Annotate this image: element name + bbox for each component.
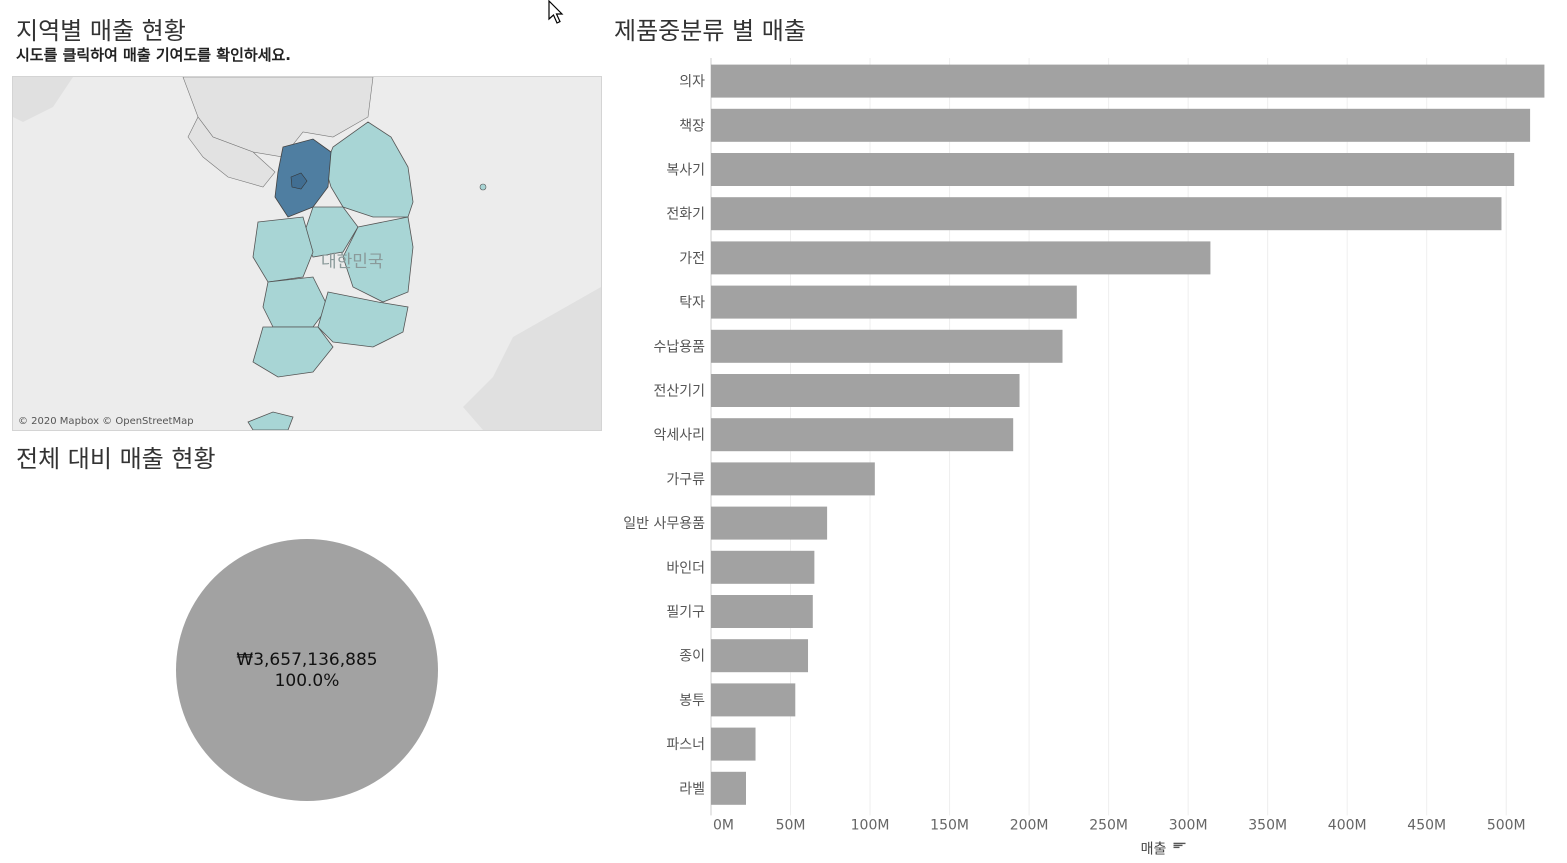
bar-0[interactable]	[711, 64, 1545, 98]
region-seoul[interactable]	[290, 172, 308, 190]
category-label: 종이	[679, 649, 705, 665]
map-title: 지역별 매출 현황	[16, 17, 186, 45]
map-country-label: 대한민국	[321, 252, 384, 272]
category-label: 전화기	[666, 207, 705, 223]
category-label: 가구류	[666, 472, 705, 488]
x-tick-label: 250M	[1089, 817, 1128, 833]
total-value-label: ₩3,657,136,885	[236, 650, 378, 670]
category-label: 수납용품	[653, 339, 705, 355]
bar-5[interactable]	[711, 285, 1077, 319]
category-label: 봉투	[679, 693, 705, 709]
category-label: 탁자	[679, 295, 705, 311]
land-china-west	[13, 77, 73, 122]
category-label: 책장	[679, 118, 705, 134]
x-tick-label: 450M	[1407, 817, 1446, 833]
region-gyeongnam[interactable]	[317, 291, 409, 348]
map-attribution: © 2020 Mapbox © OpenStreetMap	[18, 416, 194, 427]
map-canvas: 대한민국	[13, 77, 601, 430]
region-chungnam[interactable]	[252, 216, 314, 283]
total-share-pie[interactable]: ₩3,657,136,885 100.0%	[176, 539, 438, 801]
region-jeju[interactable]	[247, 411, 294, 430]
category-label: 의자	[679, 74, 705, 90]
x-tick-label: 100M	[851, 817, 890, 833]
x-tick-label: 350M	[1248, 817, 1287, 833]
land-japan	[463, 287, 601, 430]
category-label: 가전	[679, 251, 705, 267]
bar-9[interactable]	[711, 462, 875, 496]
region-jeonnam[interactable]	[252, 326, 334, 378]
bar-12[interactable]	[711, 595, 813, 628]
region-gangwon[interactable]	[324, 121, 414, 218]
category-label: 라벨	[679, 781, 705, 797]
x-tick-label: 400M	[1328, 817, 1367, 833]
bar-1[interactable]	[711, 108, 1531, 142]
category-label: 복사기	[666, 163, 705, 179]
region-ulleungdo[interactable]	[479, 183, 487, 191]
bar-6[interactable]	[711, 329, 1063, 363]
category-label: 필기구	[666, 605, 705, 621]
bar-11[interactable]	[711, 550, 815, 584]
x-tick-label: 200M	[1010, 817, 1049, 833]
bar-8[interactable]	[711, 418, 1014, 452]
category-label: 일반 사무용품	[623, 516, 705, 532]
category-label: 악세사리	[653, 428, 705, 444]
pie-slice-total[interactable]	[176, 539, 438, 801]
category-label: 전산기기	[653, 384, 705, 400]
category-label: 파스너	[666, 737, 705, 753]
korea-region-map[interactable]: 대한민국 © 2020 Mapbox © OpenStreetMap	[12, 76, 602, 431]
region-jeonbuk[interactable]	[262, 276, 329, 328]
x-tick-label: 0M	[713, 817, 734, 833]
bar-14[interactable]	[711, 683, 796, 717]
x-tick-label: 150M	[930, 817, 969, 833]
bar-2[interactable]	[711, 153, 1515, 186]
bar-16[interactable]	[711, 771, 746, 805]
x-tick-label: 300M	[1169, 817, 1208, 833]
bar-13[interactable]	[711, 639, 809, 673]
total-title: 전체 대비 매출 현황	[16, 445, 216, 473]
land-northwest	[187, 116, 276, 188]
sort-descending-icon[interactable]	[1173, 842, 1186, 849]
bar-3[interactable]	[711, 197, 1502, 231]
x-axis-label: 매출	[1141, 841, 1167, 856]
x-tick-label: 50M	[776, 817, 806, 833]
category-label: 바인더	[666, 560, 705, 576]
total-share-label: 100.0%	[274, 671, 340, 691]
bar-15[interactable]	[711, 727, 756, 761]
bar-10[interactable]	[711, 506, 828, 540]
bar-7[interactable]	[711, 374, 1020, 407]
bar-4[interactable]	[711, 241, 1211, 275]
bar-chart-title: 제품중분류 별 매출	[614, 17, 806, 45]
x-tick-label: 500M	[1487, 817, 1526, 833]
map-subtitle: 시도를 클릭하여 매출 기여도를 확인하세요.	[16, 46, 291, 64]
region-gyeongbuk[interactable]	[342, 216, 414, 303]
mouse-cursor-icon	[548, 0, 564, 24]
